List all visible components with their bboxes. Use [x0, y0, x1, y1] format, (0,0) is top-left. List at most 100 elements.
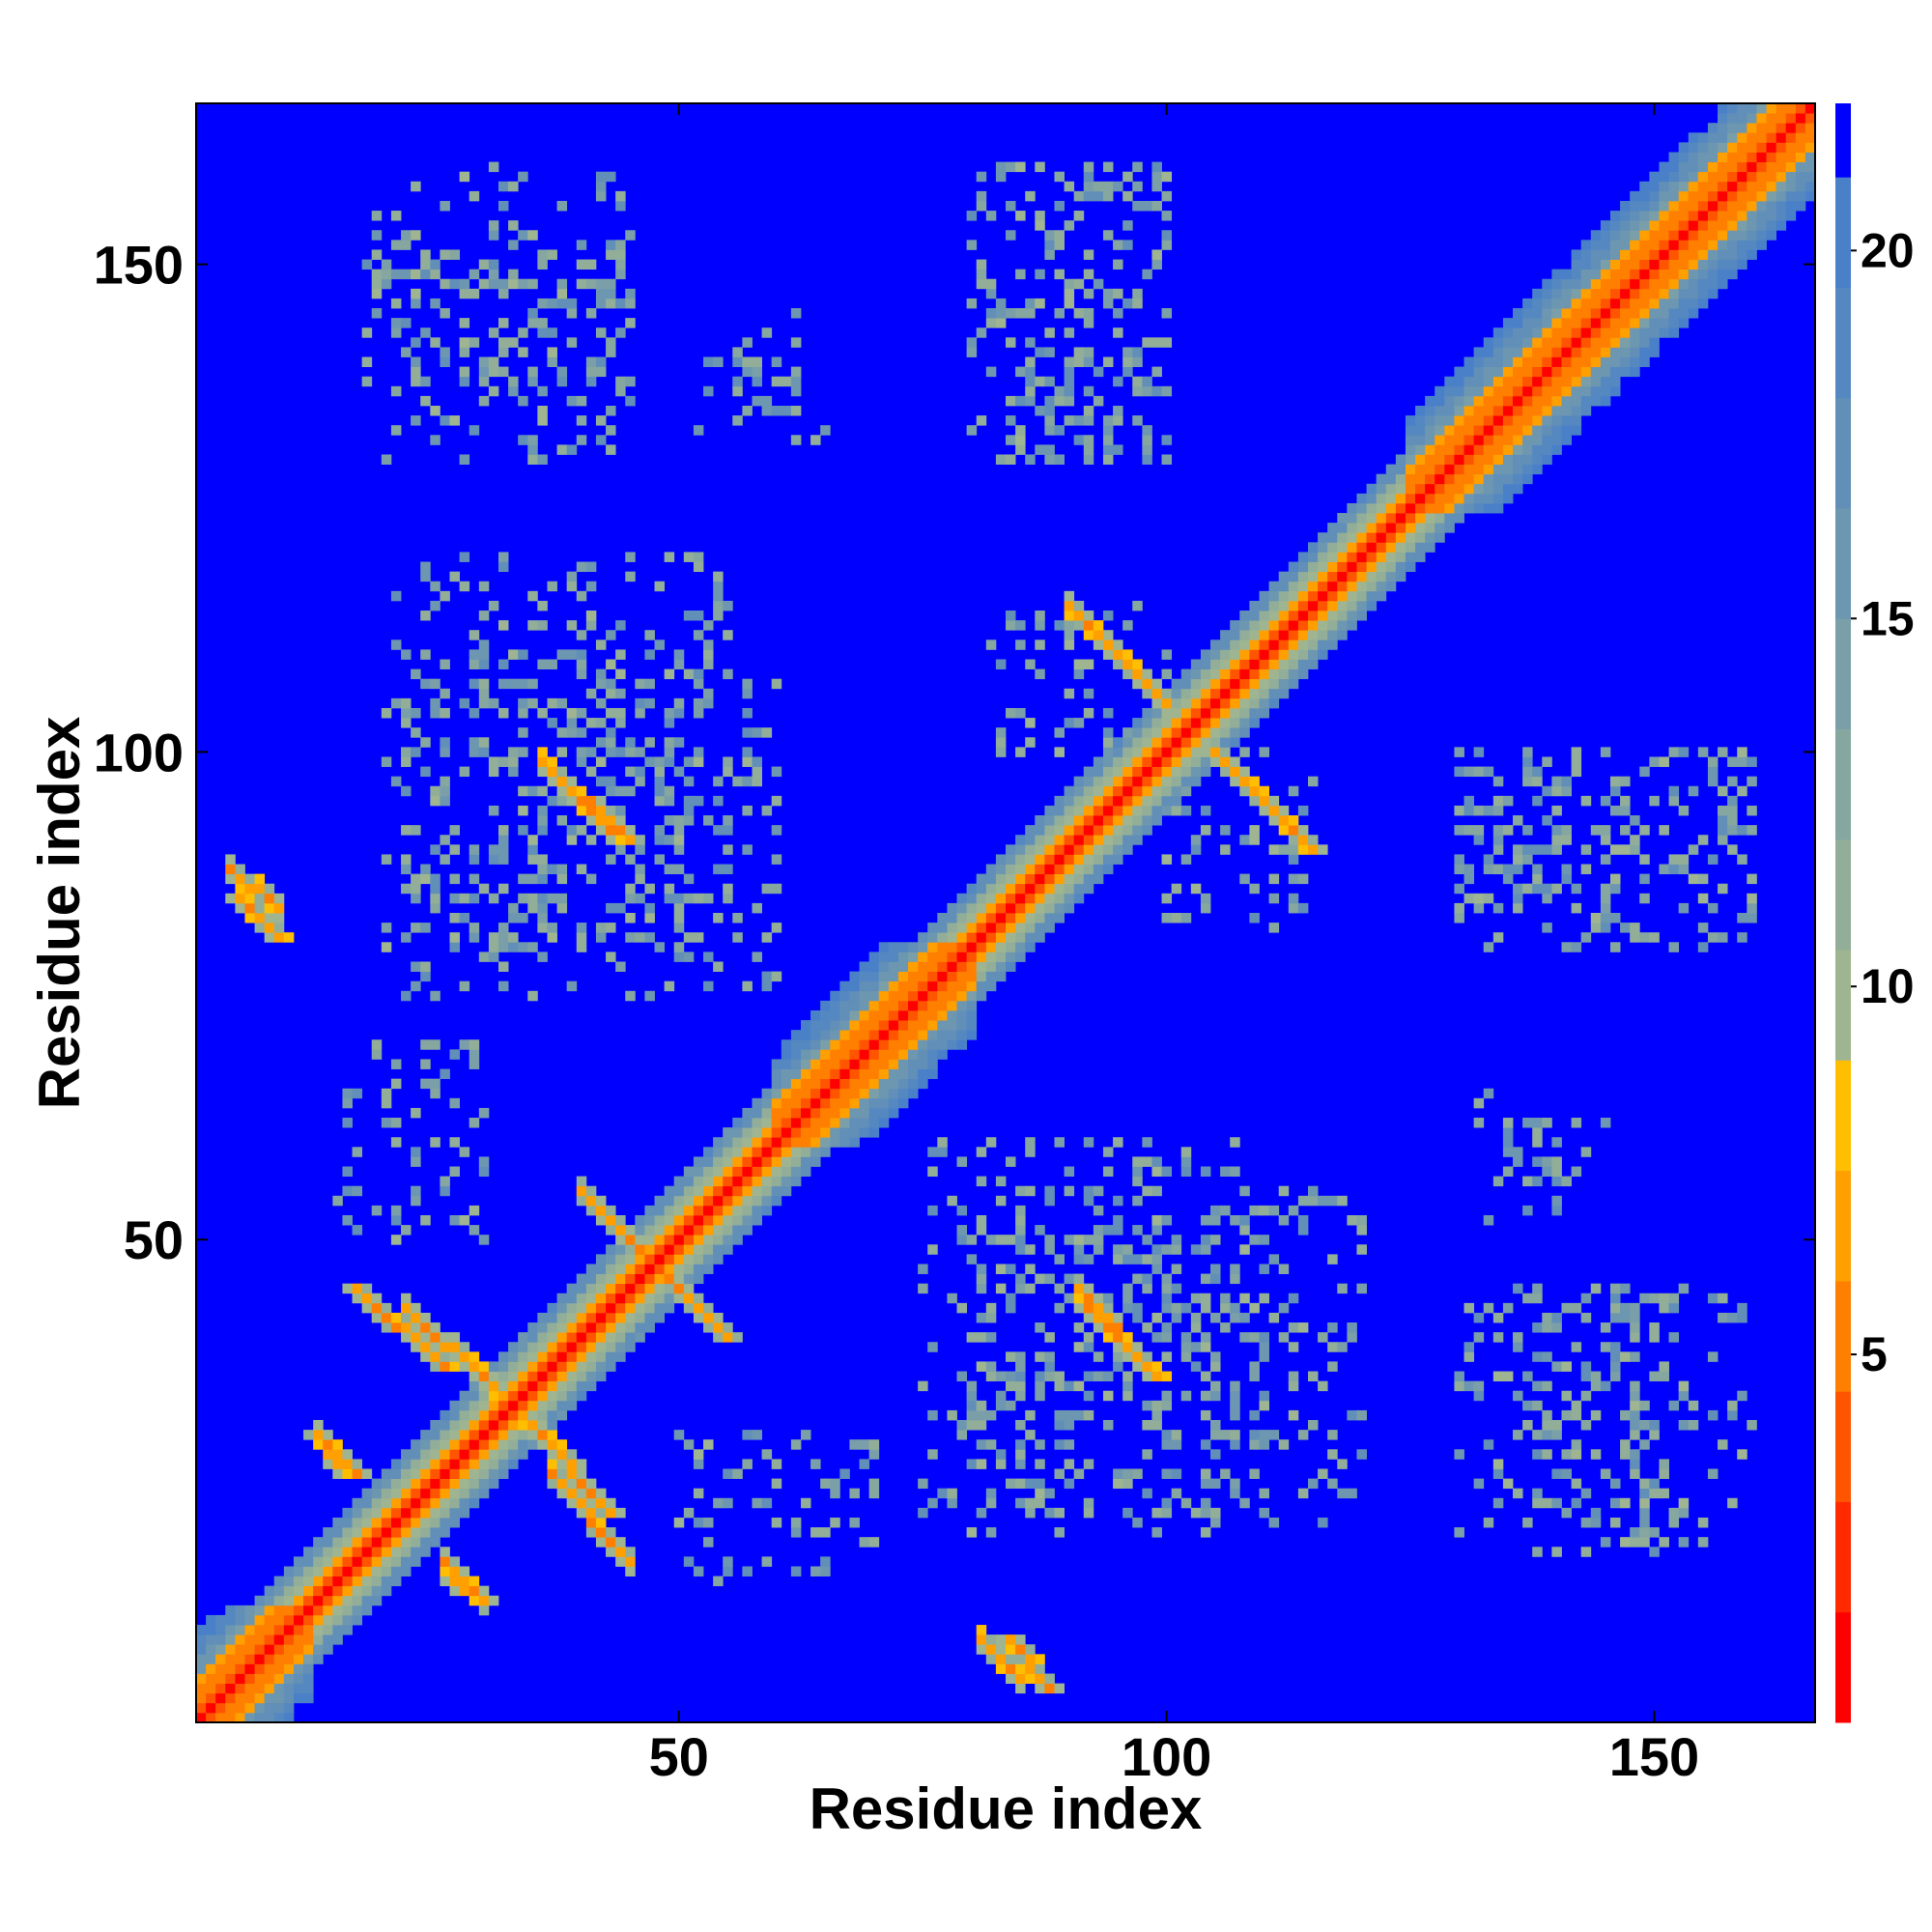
heatmap-cell — [752, 1156, 762, 1167]
heatmap-cell — [518, 873, 528, 885]
heatmap-cell — [937, 961, 948, 972]
heatmap-cell — [488, 1400, 499, 1411]
heatmap-cell — [820, 425, 831, 436]
heatmap-cell — [976, 873, 987, 885]
heatmap-cell — [790, 1137, 802, 1148]
heatmap-cell — [303, 1683, 314, 1694]
heatmap-cell — [1249, 649, 1260, 660]
heatmap-cell — [868, 952, 880, 962]
heatmap-cell — [1590, 1507, 1602, 1519]
heatmap-cell — [449, 825, 461, 836]
heatmap-cell — [1513, 1342, 1523, 1352]
heatmap-cell — [1659, 864, 1669, 875]
heatmap-cell — [283, 1644, 295, 1655]
heatmap-cell — [293, 1663, 304, 1674]
heatmap-cell — [1307, 844, 1319, 855]
heatmap-cell — [1220, 707, 1231, 719]
heatmap-cell — [547, 1361, 557, 1372]
heatmap-cell — [1064, 415, 1075, 426]
heatmap-cell — [1249, 776, 1260, 787]
heatmap-cell — [1025, 659, 1036, 669]
heatmap-cell — [469, 630, 480, 640]
heatmap-cell — [976, 893, 987, 904]
heatmap-cell — [985, 873, 997, 885]
heatmap-cell — [323, 1547, 333, 1557]
heatmap-cell — [790, 1517, 802, 1528]
heatmap-cell — [683, 1273, 695, 1285]
heatmap-cell — [1366, 581, 1378, 592]
heatmap-cell — [420, 1342, 431, 1352]
heatmap-cell — [537, 873, 548, 885]
heatmap-cell — [1737, 142, 1747, 153]
heatmap-cell — [1035, 298, 1045, 309]
heatmap-cell — [1492, 327, 1504, 338]
heatmap-cell — [985, 883, 997, 895]
heatmap-cell — [273, 1663, 285, 1674]
heatmap-cell — [411, 366, 421, 378]
heatmap-cell — [995, 171, 1007, 183]
heatmap-cell — [1035, 220, 1045, 231]
heatmap-cell — [1064, 825, 1075, 836]
heatmap-cell — [1463, 395, 1475, 407]
heatmap-cell — [723, 1566, 733, 1577]
heatmap-cell — [966, 952, 978, 962]
heatmap-cell — [1337, 532, 1348, 543]
heatmap-cell — [1025, 893, 1036, 904]
heatmap-cell — [1609, 269, 1621, 280]
heatmap-cell — [1180, 756, 1192, 767]
heatmap-cell — [576, 1380, 587, 1392]
heatmap-cell — [1288, 785, 1299, 797]
heatmap-cell — [1190, 697, 1202, 709]
heatmap-cell — [1718, 211, 1728, 221]
heatmap-cell — [683, 815, 695, 826]
heatmap-cell — [215, 1614, 226, 1626]
heatmap-cell — [497, 1449, 509, 1460]
heatmap-cell — [761, 980, 773, 992]
heatmap-cell — [1532, 376, 1543, 387]
heatmap-cell — [752, 356, 762, 368]
heatmap-cell — [1756, 132, 1767, 143]
heatmap-cell — [1620, 230, 1631, 241]
heatmap-cell — [1561, 1409, 1572, 1421]
heatmap-cell — [1747, 825, 1757, 836]
heatmap-cell — [1366, 600, 1378, 611]
heatmap-cell — [1659, 181, 1669, 192]
heatmap-cell — [1532, 356, 1543, 368]
heatmap-cell — [273, 1702, 285, 1714]
heatmap-cell — [527, 318, 538, 328]
heatmap-cell — [1600, 318, 1611, 328]
heatmap-cell — [1307, 1478, 1319, 1490]
heatmap-cell — [1580, 366, 1592, 378]
heatmap-cell — [1180, 805, 1192, 816]
heatmap-cell — [1776, 171, 1787, 183]
heatmap-cell — [927, 1049, 938, 1060]
heatmap-cell — [390, 1507, 402, 1519]
heatmap-cell — [1502, 795, 1514, 807]
heatmap-cell — [1064, 630, 1075, 640]
heatmap-cell — [244, 893, 255, 904]
heatmap-cell — [1600, 385, 1611, 397]
heatmap-cell — [1600, 327, 1611, 338]
heatmap-cell — [1113, 825, 1123, 836]
heatmap-cell — [283, 1712, 295, 1723]
heatmap-cell — [488, 1361, 499, 1372]
heatmap-cell — [1366, 590, 1378, 602]
heatmap-cell — [985, 902, 997, 914]
heatmap-cell — [820, 1039, 831, 1050]
heatmap-cell — [1025, 1478, 1036, 1490]
heatmap-cell — [585, 581, 597, 592]
heatmap-cell — [1073, 356, 1085, 368]
heatmap-cell — [1054, 893, 1065, 904]
heatmap-cell — [1620, 278, 1631, 290]
heatmap-cell — [547, 1302, 557, 1314]
heatmap-cell — [1142, 1235, 1152, 1245]
heatmap-cell — [1337, 523, 1348, 533]
heatmap-cell — [1571, 747, 1582, 757]
heatmap-cell — [411, 415, 421, 426]
heatmap-cell — [664, 747, 675, 757]
heatmap-cell — [918, 1507, 928, 1519]
heatmap-cell — [1542, 366, 1552, 378]
heatmap-cell — [430, 707, 440, 719]
heatmap-cell — [401, 1332, 412, 1343]
heatmap-cell — [947, 1009, 957, 1021]
